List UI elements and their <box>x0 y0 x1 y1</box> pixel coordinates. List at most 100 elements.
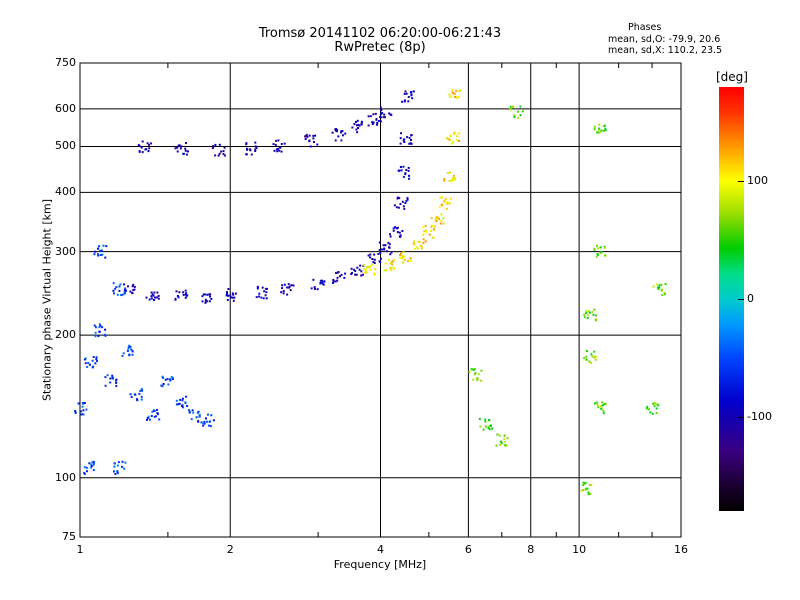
data-point <box>281 284 284 287</box>
data-point <box>344 132 347 135</box>
data-point <box>456 139 459 142</box>
data-point <box>254 145 257 148</box>
data-point <box>96 360 98 362</box>
data-point <box>86 470 88 473</box>
data-point <box>393 204 396 207</box>
data-point <box>458 140 461 142</box>
data-point <box>118 285 121 288</box>
data-point <box>604 129 607 132</box>
data-point <box>375 118 378 121</box>
data-point <box>449 95 451 98</box>
data-point <box>226 299 229 301</box>
data-point <box>588 360 591 363</box>
phase-stats-x: mean, sd,X: 110.2, 23.5 <box>608 45 723 56</box>
data-point <box>373 253 376 256</box>
data-point <box>127 347 130 350</box>
data-point <box>322 283 325 286</box>
data-point <box>312 137 315 140</box>
data-point <box>280 291 283 294</box>
data-point <box>332 278 335 281</box>
data-point <box>386 250 389 253</box>
y-tick-label: 300 <box>55 244 76 258</box>
data-point <box>369 265 372 268</box>
data-point <box>358 124 361 127</box>
data-point <box>591 310 594 313</box>
data-point <box>191 409 194 412</box>
data-point <box>379 115 382 118</box>
data-point <box>343 276 346 279</box>
data-point <box>145 148 148 151</box>
data-point <box>389 266 392 269</box>
data-point <box>100 249 103 252</box>
data-point <box>128 344 131 347</box>
data-point <box>356 266 359 269</box>
data-point <box>336 276 339 279</box>
data-point <box>361 273 364 276</box>
data-point <box>599 246 602 249</box>
colorbar-tick-mark <box>738 181 744 183</box>
data-point <box>398 231 401 234</box>
data-point <box>503 440 506 443</box>
data-point <box>188 410 191 413</box>
data-point <box>458 95 461 98</box>
data-point <box>113 462 116 465</box>
data-point <box>177 296 180 299</box>
data-point <box>281 287 284 290</box>
data-point <box>378 249 381 251</box>
data-point <box>431 236 434 239</box>
data-point <box>468 370 471 373</box>
data-point <box>175 403 178 406</box>
data-point <box>203 420 206 423</box>
data-point <box>208 420 211 423</box>
data-point <box>582 481 585 484</box>
data-point <box>416 247 419 250</box>
colorbar-tick-mark <box>738 416 744 418</box>
data-point <box>116 464 119 467</box>
data-point <box>603 246 606 249</box>
data-point <box>134 393 137 396</box>
data-point <box>148 147 151 150</box>
data-point <box>593 350 596 353</box>
x-tick-label: 2 <box>226 543 234 556</box>
data-point <box>222 153 225 155</box>
data-point <box>604 254 607 257</box>
data-point <box>92 463 95 466</box>
data-point <box>245 142 248 145</box>
data-point <box>124 461 127 464</box>
data-point <box>484 418 487 421</box>
data-point <box>226 293 228 295</box>
data-point <box>655 407 658 410</box>
data-point <box>371 258 374 260</box>
data-point <box>229 294 232 297</box>
data-point <box>405 169 408 171</box>
data-point <box>513 114 516 117</box>
data-point <box>366 266 368 269</box>
data-point <box>273 149 276 152</box>
data-point <box>446 201 449 204</box>
x-tick-label: 10 <box>572 543 587 556</box>
data-point <box>601 401 604 404</box>
data-point <box>660 283 663 286</box>
data-point <box>597 131 600 134</box>
colorbar-tick-label: 100 <box>747 174 768 188</box>
data-point <box>233 296 236 299</box>
data-point <box>182 406 185 409</box>
data-point <box>357 123 360 126</box>
data-point <box>503 437 506 440</box>
data-point <box>171 378 174 380</box>
data-point <box>198 415 201 418</box>
data-point <box>424 240 427 243</box>
data-point <box>445 208 448 210</box>
plot-frame <box>79 62 682 538</box>
data-point <box>136 398 138 401</box>
data-point <box>416 240 419 243</box>
tick-layer <box>167 63 653 537</box>
data-point <box>177 403 180 406</box>
data-point <box>136 399 139 402</box>
data-point <box>600 407 603 410</box>
data-point <box>382 116 385 119</box>
data-point <box>158 418 161 421</box>
data-point <box>600 251 603 254</box>
data-point <box>387 241 390 244</box>
data-point <box>304 138 307 140</box>
